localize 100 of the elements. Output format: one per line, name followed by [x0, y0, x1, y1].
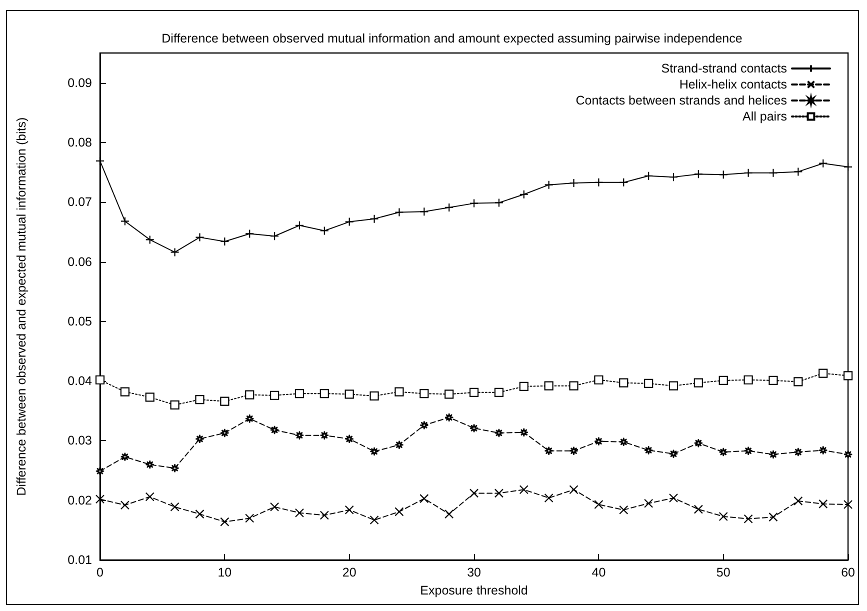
- point: [245, 514, 254, 523]
- point: [619, 505, 628, 514]
- point: [145, 235, 154, 244]
- point: [694, 438, 703, 448]
- chart-title: Difference between observed mutual information and amount expected assuming pairwise independence: [162, 32, 742, 46]
- y-tick-label: 0.08: [68, 135, 92, 150]
- y-axis-title: Difference between observed and expected mutual information (bits): [14, 117, 28, 496]
- point: [594, 500, 604, 510]
- point: [668, 172, 678, 182]
- point: [270, 502, 280, 512]
- point: [120, 452, 130, 462]
- x-tick-label: 40: [592, 566, 606, 580]
- y-tick-label: 0.01: [68, 553, 92, 567]
- point: [718, 447, 728, 457]
- point: [644, 446, 654, 455]
- point: [420, 389, 429, 398]
- point: [170, 464, 180, 473]
- point: [444, 510, 454, 519]
- point: [195, 395, 204, 404]
- point: [145, 460, 154, 470]
- y-tick-label: 0.05: [68, 314, 92, 328]
- point: [170, 400, 180, 410]
- point: [544, 446, 554, 456]
- point: [544, 493, 554, 503]
- point: [694, 378, 703, 388]
- point: [444, 412, 454, 422]
- point: [370, 391, 379, 401]
- point: [370, 446, 379, 456]
- point: [394, 440, 404, 450]
- x-tick-label: 0: [96, 566, 104, 580]
- point: [519, 485, 528, 494]
- point: [794, 447, 803, 457]
- point: [469, 424, 479, 433]
- point: [569, 485, 578, 494]
- x-tick-label: 20: [342, 566, 356, 580]
- point: [370, 515, 379, 525]
- point: [344, 434, 354, 444]
- point: [220, 428, 230, 438]
- legend-label: Helix-helix contacts: [679, 78, 787, 92]
- point: [519, 382, 528, 391]
- x-tick-label: 50: [716, 566, 730, 580]
- point: [120, 387, 130, 396]
- point: [569, 446, 578, 456]
- x-tick-label: 60: [841, 566, 856, 580]
- point: [145, 492, 154, 502]
- point: [394, 507, 404, 516]
- point: [245, 390, 254, 400]
- point: [619, 378, 628, 388]
- y-tick-label: 0.06: [68, 254, 92, 269]
- point: [195, 434, 204, 444]
- point: [294, 508, 304, 518]
- point: [469, 198, 479, 208]
- legend-label: Contacts between strands and helices: [576, 94, 787, 108]
- point: [818, 499, 828, 508]
- point: [444, 390, 454, 399]
- point: [594, 375, 604, 384]
- y-tick-label: 0.09: [68, 76, 92, 90]
- point: [844, 371, 853, 380]
- point: [195, 232, 204, 242]
- point: [294, 430, 304, 440]
- point: [718, 376, 728, 386]
- point: [469, 488, 479, 498]
- point: [95, 375, 105, 384]
- point: [120, 500, 130, 510]
- point: [694, 504, 703, 514]
- point: [668, 493, 678, 503]
- point: [220, 517, 230, 526]
- point: [245, 414, 254, 424]
- legend-label: All pairs: [742, 110, 787, 124]
- point: [170, 502, 180, 512]
- y-tick-label: 0.02: [68, 493, 92, 508]
- point: [294, 389, 304, 398]
- point: [818, 446, 828, 455]
- point: [519, 190, 528, 199]
- point: [394, 387, 404, 396]
- point: [294, 220, 304, 230]
- point: [544, 381, 554, 390]
- y-tick-label: 0.04: [68, 374, 92, 388]
- y-tick-label: 0.07: [68, 195, 92, 210]
- point: [270, 425, 280, 435]
- point: [644, 378, 654, 388]
- point: [644, 498, 654, 508]
- point: [270, 390, 280, 400]
- point: [145, 392, 154, 402]
- point: [844, 450, 853, 459]
- point: [594, 436, 604, 446]
- point: [569, 381, 578, 390]
- point: [344, 390, 354, 399]
- legend-label: Strand-strand contacts: [661, 62, 787, 76]
- point: [469, 388, 479, 397]
- point: [844, 500, 853, 510]
- point: [170, 248, 180, 257]
- point: [519, 428, 528, 437]
- x-tick-label: 10: [218, 566, 232, 580]
- point: [494, 388, 504, 397]
- point: [494, 428, 504, 438]
- point: [220, 396, 230, 406]
- point: [668, 449, 678, 458]
- point: [768, 512, 778, 522]
- point: [195, 510, 204, 519]
